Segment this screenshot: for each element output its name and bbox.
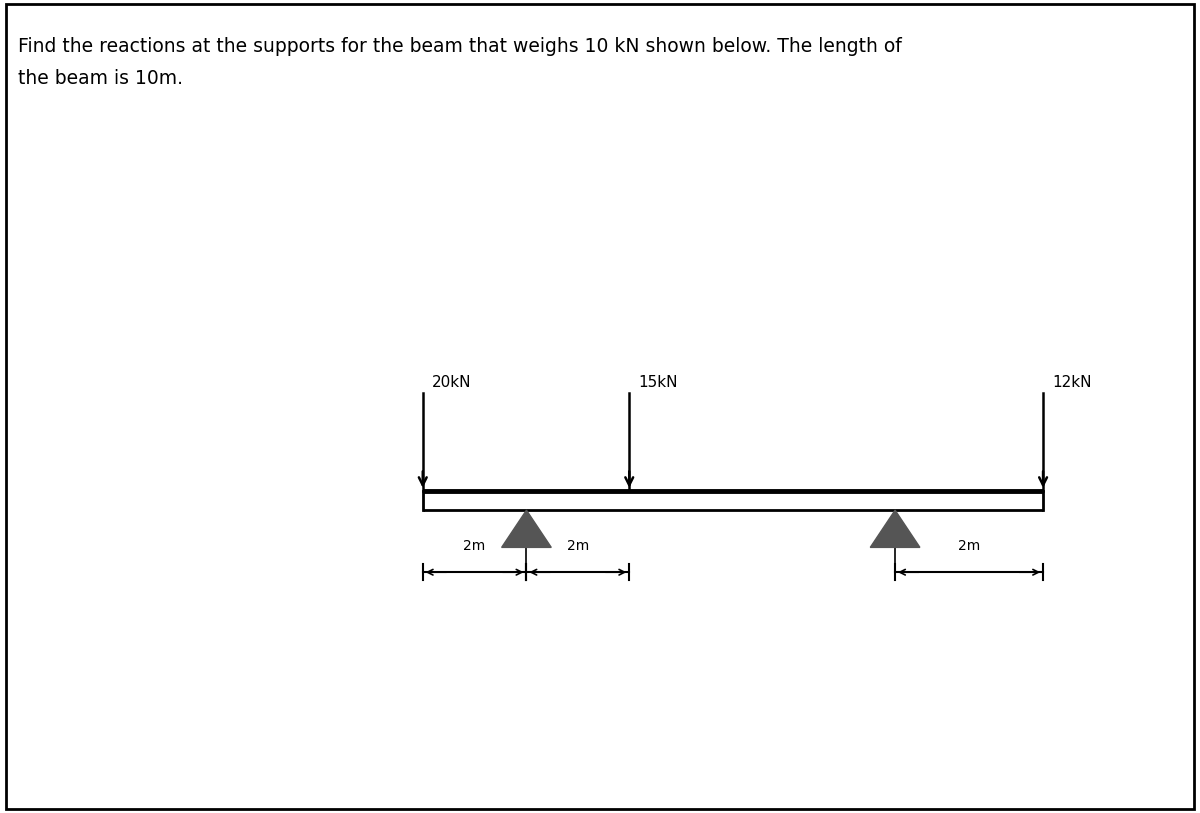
Text: 2m: 2m bbox=[463, 539, 486, 553]
Text: 2m: 2m bbox=[958, 539, 980, 553]
Polygon shape bbox=[870, 511, 920, 547]
Polygon shape bbox=[502, 511, 551, 547]
Text: Find the reactions at the supports for the beam that weighs 10 kN shown below. T: Find the reactions at the supports for t… bbox=[18, 37, 901, 55]
Text: 2m: 2m bbox=[566, 539, 589, 553]
Text: 20kN: 20kN bbox=[432, 375, 472, 389]
Text: the beam is 10m.: the beam is 10m. bbox=[18, 69, 182, 88]
Text: 12kN: 12kN bbox=[1052, 375, 1092, 389]
Text: 15kN: 15kN bbox=[638, 375, 678, 389]
Bar bbox=[422, 491, 1043, 511]
